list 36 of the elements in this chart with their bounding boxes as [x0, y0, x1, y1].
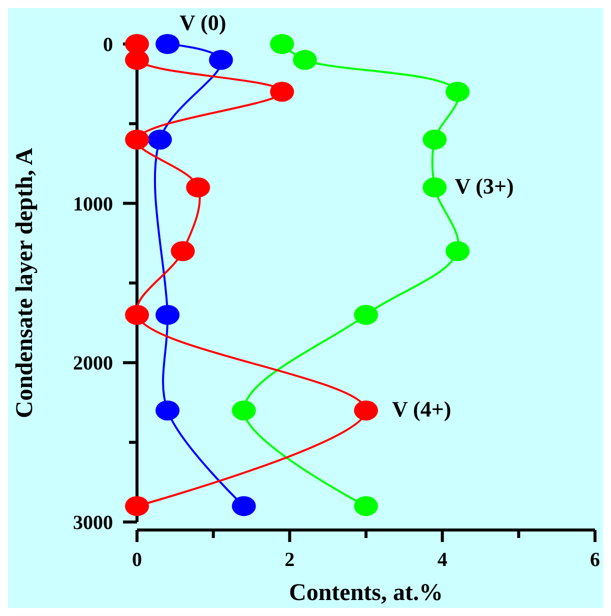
point	[232, 400, 256, 420]
point	[125, 304, 149, 325]
point	[446, 82, 470, 102]
point	[422, 177, 447, 198]
y-tick-label: 0	[103, 34, 113, 56]
y-tick-label: 2000	[73, 352, 113, 375]
x-tick-label: 6	[590, 549, 600, 571]
point	[446, 241, 470, 262]
point	[148, 130, 172, 150]
point	[156, 400, 180, 420]
point	[232, 496, 256, 516]
point	[208, 50, 233, 70]
point	[186, 177, 210, 198]
point	[354, 496, 378, 516]
point	[156, 34, 180, 54]
point	[422, 130, 447, 150]
point	[354, 400, 378, 420]
point	[125, 496, 149, 516]
series-label: V (0)	[180, 10, 226, 35]
point	[292, 50, 317, 70]
x-axis-title: Contents, at.%	[289, 580, 443, 606]
series-label: V (3+)	[454, 173, 514, 198]
y-tick-label: 3000	[73, 512, 113, 534]
point	[125, 130, 149, 150]
point	[270, 82, 294, 102]
point	[270, 34, 294, 54]
x-tick-label: 0	[132, 549, 142, 571]
x-tick-label: 2	[284, 549, 295, 571]
point	[354, 304, 378, 325]
series-label: V (4+)	[392, 396, 452, 422]
x-tick-label: 4	[437, 549, 448, 571]
point	[170, 241, 195, 262]
y-axis-title: Condensate layer depth, A	[12, 147, 38, 418]
y-tick-label: 1000	[73, 193, 113, 216]
point	[156, 304, 180, 325]
point	[125, 50, 149, 70]
